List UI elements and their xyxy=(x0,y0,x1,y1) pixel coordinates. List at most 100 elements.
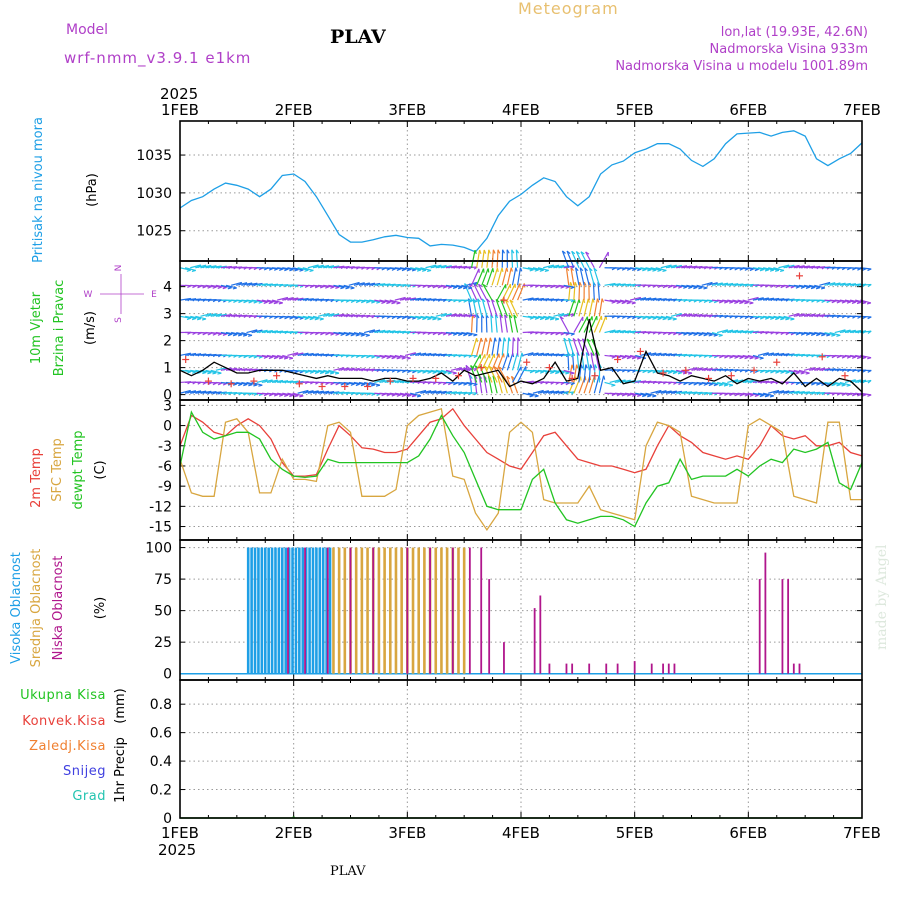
wind-arrow xyxy=(645,315,657,319)
wind-arrow-head xyxy=(237,334,243,337)
wind-arrow xyxy=(537,298,550,301)
wind-arrow xyxy=(241,381,253,386)
wind-arrow xyxy=(343,284,355,289)
wind-arrow-head xyxy=(621,301,626,305)
wind-arrow xyxy=(205,313,217,317)
wind-arrow xyxy=(461,284,473,289)
wind-arrow xyxy=(706,282,718,286)
wind-arrow xyxy=(323,313,335,317)
wind-arrow xyxy=(471,268,480,286)
wind-arrow xyxy=(701,281,713,286)
wind-arrow-head xyxy=(314,371,319,375)
wind-arrow-head xyxy=(800,333,805,336)
wind-arrow xyxy=(287,267,299,271)
wind-arrow-head xyxy=(588,267,593,272)
wind-arrow-head xyxy=(207,286,212,289)
wind-arrow xyxy=(312,315,324,320)
wind-arrow xyxy=(737,354,749,359)
wind-arrow xyxy=(404,267,416,271)
wind-arrow-head xyxy=(258,384,263,387)
wind-arrow xyxy=(184,390,196,394)
wind-arrow xyxy=(788,264,800,269)
wind-arrow xyxy=(506,283,516,301)
bar xyxy=(650,663,653,674)
compass-east: E xyxy=(151,290,157,300)
wind-arrow-head xyxy=(299,395,304,398)
wind-arrow-head xyxy=(626,394,632,397)
wind-arrow-head xyxy=(821,334,826,337)
wind-arrow xyxy=(855,354,867,359)
wind-arrow xyxy=(348,281,360,286)
wind-arrow-head xyxy=(769,269,775,272)
wind-arrow xyxy=(575,251,585,269)
wind-arrow xyxy=(210,284,222,288)
wind-arrow-head xyxy=(212,286,217,289)
wind-arrow xyxy=(747,354,759,359)
wind-arrow xyxy=(716,282,728,286)
wind-arrow-head xyxy=(687,372,693,375)
wind-arrow-head xyxy=(555,285,560,289)
wind-arrow-head xyxy=(487,268,490,273)
bar xyxy=(792,663,795,674)
wind-arrow-head xyxy=(785,318,790,321)
wind-arrow-head xyxy=(481,298,486,303)
wind-arrow xyxy=(358,368,371,371)
wind-arrow-head xyxy=(253,384,258,387)
bottom-date-7feb: 7FEB xyxy=(843,824,881,842)
wind-arrow-head xyxy=(391,356,396,360)
wind-arrow xyxy=(261,283,273,286)
wind-arrow xyxy=(773,352,785,357)
wind-arrow xyxy=(537,315,549,320)
wind-arrow xyxy=(604,329,616,334)
wind-arrow xyxy=(655,390,667,394)
wind-arrow xyxy=(302,390,314,394)
wind-arrow xyxy=(353,381,365,386)
wind-arrow xyxy=(364,299,376,303)
wind-arrow xyxy=(297,267,309,271)
wind-arrow xyxy=(571,251,580,268)
wind-arrow-head xyxy=(713,383,718,387)
bar xyxy=(503,642,505,674)
wind-arrow xyxy=(389,330,401,334)
wind-arrow-head xyxy=(593,267,598,272)
wind-arrow xyxy=(292,392,304,397)
wind-arrow-head xyxy=(492,249,496,254)
wind-arrow-head xyxy=(422,317,427,321)
ytick-label: 1 xyxy=(163,361,172,377)
wind-arrow-head xyxy=(493,366,498,370)
wind-arrow xyxy=(225,367,237,371)
bar xyxy=(451,547,454,674)
bar xyxy=(673,663,676,674)
wind-arrow xyxy=(210,391,222,394)
wind-arrow-head xyxy=(570,265,575,269)
wind-arrow-head xyxy=(621,393,626,397)
wind-arrow-head xyxy=(688,333,693,336)
wind-arrow xyxy=(508,314,514,333)
wind-arrow-head xyxy=(289,268,294,272)
wind-arrow xyxy=(527,392,539,397)
wind-arrow xyxy=(496,284,507,301)
wind-arrow-head xyxy=(284,268,289,272)
wind-arrow-head xyxy=(396,394,401,397)
wind-arrow-head xyxy=(422,371,427,374)
wind-arrow xyxy=(660,264,672,269)
wind-arrow xyxy=(624,299,636,304)
wind-arrow xyxy=(573,298,580,317)
wind-arrow xyxy=(292,315,304,319)
wind-arrow-head xyxy=(672,371,677,375)
wind-arrow-head xyxy=(335,286,340,290)
wind-arrow xyxy=(834,299,846,303)
wind-arrow xyxy=(722,282,734,286)
wind-arrow xyxy=(839,299,851,303)
bar xyxy=(457,547,460,674)
wind-arrow-head xyxy=(570,286,575,290)
wind-arrow xyxy=(435,369,447,374)
wind-arrow xyxy=(849,299,861,304)
wind-arrow-head xyxy=(549,318,555,321)
wind-arrow xyxy=(711,381,723,386)
panel-wind: 0 1 2 3 4 xyxy=(163,249,872,404)
wind-arrow xyxy=(282,380,294,384)
wind-arrow xyxy=(532,315,544,319)
bar xyxy=(377,547,381,674)
legend-conv-rain: Konvek.Kisa xyxy=(22,714,106,729)
